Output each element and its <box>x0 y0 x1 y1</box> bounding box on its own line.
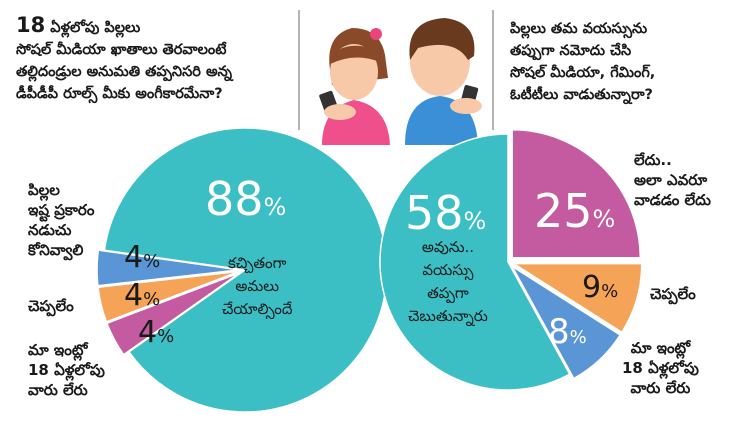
left-pct-4-c-value: 4 <box>138 315 158 350</box>
left-label-kids-choice-line4: కోనివ్వాలి <box>28 241 84 259</box>
left-pie-slice-4-2 <box>97 270 240 323</box>
left-label-kids-choice: పిల్లల ఇష్ట ప్రకారం నడుచు కోనివ్వాలి <box>28 180 94 260</box>
right-pct-8: 8% <box>548 312 587 352</box>
right-label-no-kids-line3: వారు లేరు <box>630 379 691 397</box>
right-question-line3: సోషల్ మీడియా, గేమింగ్, <box>510 65 656 81</box>
left-pie-slice-4-3 <box>105 272 241 356</box>
left-pct-4-a-value: 4 <box>124 240 144 275</box>
right-pct-25-value: 25 <box>534 184 593 238</box>
right-question-line4: ఓటీటీలు వాడుతున్నారా? <box>510 87 653 103</box>
left-label-kids-choice-line3: నడుచు <box>28 221 72 239</box>
right-pct-25: 25% <box>534 184 616 238</box>
right-pct-58-value: 58 <box>405 186 464 240</box>
right-label-no-kids-line1: మా ఇంట్లో <box>630 339 691 357</box>
right-pie-slice-58-0 <box>379 133 571 391</box>
left-question-number: 18 <box>16 13 46 37</box>
right-label-cannot-say: చెప్పలేం <box>650 284 696 304</box>
left-pct-88-value: 88 <box>205 172 264 226</box>
right-label-58-line4: చెబుతున్నారు <box>408 307 488 325</box>
right-pie-chart <box>379 129 643 391</box>
girl-illustration <box>319 28 390 145</box>
kids-illustration <box>319 18 482 145</box>
left-label-88-line3: చేయాల్సిందే <box>222 300 293 318</box>
left-label-cannot-say: చెప్పలేం <box>28 296 74 316</box>
right-label-58-line2: వయస్సు <box>422 261 474 279</box>
left-label-no-kids: మా ఇంట్లో 18 ఏళ్లలోపు వారు లేరు <box>28 340 105 400</box>
left-question-line1: ఏళ్లలోపు పిల్లలు <box>50 20 141 36</box>
right-pct-9: 9% <box>582 270 619 305</box>
right-divider-line <box>492 10 494 130</box>
left-pct-4-b-value: 4 <box>124 278 144 313</box>
left-divider-line <box>298 10 300 130</box>
right-pct-58: 58% <box>405 186 487 240</box>
left-label-kids-choice-line2: ఇష్ట ప్రకారం <box>28 201 95 219</box>
left-question-line2: సోషల్ మీడియా ఖాతాలు తెరవాలంటే <box>16 42 227 58</box>
right-label-no-line3: వాడడం లేదు <box>634 191 711 209</box>
left-pct-4-b: 4% <box>124 278 161 313</box>
left-pct-4-a: 4% <box>124 240 161 275</box>
right-label-no: లేదు.. అలా ఎవరూ వాడడం లేదు <box>634 150 711 210</box>
right-label-58-line1: అవును.. <box>421 238 475 256</box>
left-label-cannot-say-line1: చెప్పలేం <box>28 297 74 315</box>
right-pct-8-value: 8 <box>548 312 570 352</box>
right-label-no-line1: లేదు.. <box>634 151 672 169</box>
left-question: 18 ఏళ్లలోపు పిల్లలు సోషల్ మీడియా ఖాతాలు … <box>16 14 232 105</box>
right-label-no-kids: మా ఇంట్లో 18 ఏళ్లలోపు వారు లేరు <box>622 338 699 398</box>
left-pct-4-c: 4% <box>138 315 175 350</box>
left-question-line4: డీపీడీపీ రూల్స్ మీకు అంగీకారమేనా? <box>16 86 223 102</box>
left-pie-slice-4-1 <box>96 249 240 287</box>
right-label-58: అవును.. వయస్సు తప్పగా చెబుతున్నారు <box>408 236 488 328</box>
right-question-line1: పిల్లలు తమ వయస్సును <box>510 21 648 37</box>
left-label-no-kids-line1: మా ఇంట్లో <box>28 341 88 359</box>
right-label-no-line2: అలా ఎవరూ <box>634 171 708 189</box>
right-label-cannot-say-line1: చెప్పలేం <box>650 285 696 303</box>
left-label-88: కచ్చితంగా అమలు చేయాల్సిందే <box>222 252 292 321</box>
left-label-no-kids-line3: వారు లేరు <box>28 381 88 399</box>
right-pie-slice-9-2 <box>511 262 643 334</box>
right-pct-9-value: 9 <box>582 270 602 305</box>
left-label-no-kids-line2: 18 ఏళ్లలోపు <box>28 361 105 379</box>
left-pie-chart <box>96 127 388 413</box>
left-question-line3: తల్లిదండ్రుల అనుమతి తప్పనిసరి అన్న <box>16 64 233 80</box>
boy-illustration <box>405 18 482 145</box>
right-question-line2: తప్పుగా నమోదు చేసి <box>510 43 632 59</box>
left-pct-88: 88% <box>205 172 287 226</box>
right-label-no-kids-line2: 18 ఏళ్లలోపు <box>622 359 699 377</box>
right-label-58-line3: తప్పగా <box>427 284 469 302</box>
right-pie-slice-8-3 <box>511 265 622 380</box>
right-pie-slice-25-1 <box>511 129 641 259</box>
right-question: పిల్లలు తమ వయస్సును తప్పుగా నమోదు చేసి స… <box>510 18 655 106</box>
left-label-88-line2: అమలు <box>235 277 280 295</box>
left-label-88-line1: కచ్చితంగా <box>228 254 287 272</box>
left-label-kids-choice-line1: పిల్లల <box>28 181 60 199</box>
